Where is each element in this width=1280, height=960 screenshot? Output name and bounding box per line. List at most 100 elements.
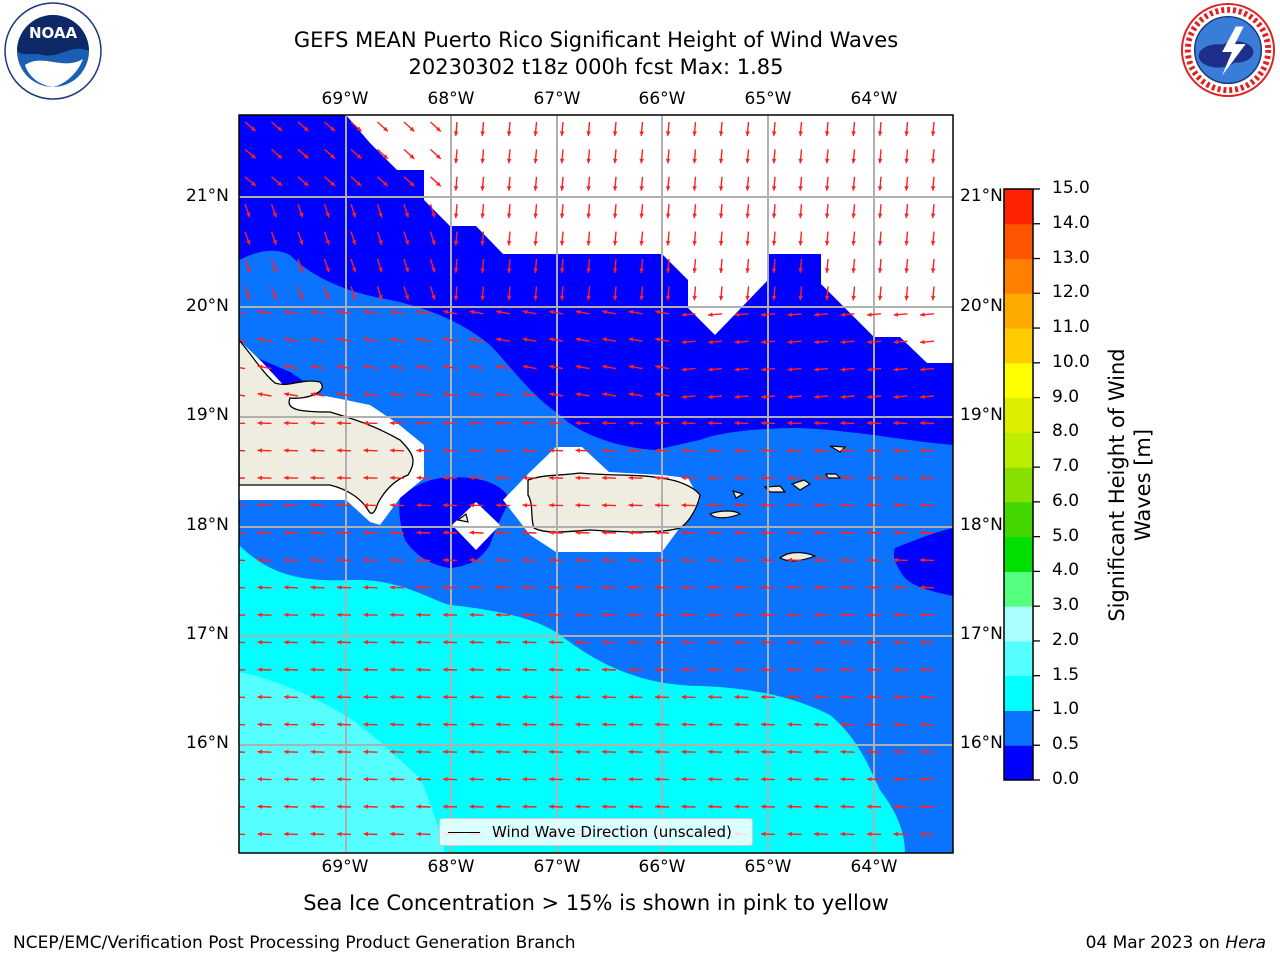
wind-arrow xyxy=(469,722,484,727)
lat-label-left-19n: 19°N xyxy=(186,405,229,425)
footer-host: Hera xyxy=(1225,933,1266,953)
wind-arrow xyxy=(893,585,908,590)
wind-arrow xyxy=(239,422,246,425)
footer-date-text: 04 Mar 2023 on xyxy=(1085,933,1226,953)
wind-arrow xyxy=(443,337,458,342)
wind-arrow xyxy=(336,448,352,453)
wind-arrow xyxy=(363,392,378,397)
wind-arrow xyxy=(244,148,257,159)
wind-arrow xyxy=(239,723,246,726)
wind-arrow xyxy=(654,804,670,809)
colorbar-tick-label: 15.0 xyxy=(1052,178,1090,198)
wind-arrow xyxy=(681,667,696,672)
wind-arrow xyxy=(707,585,723,590)
wind-arrow xyxy=(665,258,671,274)
wind-arrow xyxy=(495,530,511,535)
wind-arrow xyxy=(866,831,882,837)
colorbar-segment xyxy=(1004,293,1033,329)
wind-arrow xyxy=(601,502,617,508)
wind-arrow xyxy=(389,749,405,755)
wind-arrow xyxy=(336,749,352,755)
wind-arrow xyxy=(851,149,856,164)
wind-arrow xyxy=(904,231,909,246)
wind-arrow xyxy=(480,121,485,137)
wind-arrow xyxy=(787,530,802,535)
wind-arrow xyxy=(271,176,283,187)
wind-arrow xyxy=(310,530,325,535)
wind-arrow xyxy=(760,475,776,481)
wind-arrow xyxy=(930,121,936,137)
colorbar-tick-label: 14.0 xyxy=(1052,212,1090,233)
wind-arrow xyxy=(707,475,723,481)
wind-arrow xyxy=(601,448,617,453)
wind-arrow xyxy=(840,694,855,700)
wind-arrow xyxy=(639,121,644,137)
wind-arrow xyxy=(257,667,272,672)
wind-arrow xyxy=(283,831,299,837)
wind-arrow xyxy=(904,149,909,164)
lon-label-bottom-69w: 69°W xyxy=(321,857,369,877)
wind-arrow xyxy=(734,722,749,727)
wind-arrow xyxy=(813,722,829,727)
wind-arrow xyxy=(271,121,283,132)
wind-arrow xyxy=(760,339,776,345)
wind-arrow xyxy=(612,204,618,219)
wind-arrow xyxy=(336,804,352,809)
colorbar-segment xyxy=(1004,432,1033,468)
wind-arrow xyxy=(877,231,883,246)
wind-arrow xyxy=(350,258,357,273)
wind-arrow xyxy=(239,366,246,370)
wind-arrow xyxy=(350,121,362,132)
wind-arrow xyxy=(283,530,299,535)
wind-arrow xyxy=(813,394,829,400)
wind-arrow xyxy=(416,337,431,342)
wind-arrow xyxy=(840,394,855,400)
wind-arrow xyxy=(734,448,749,453)
wind-arrow xyxy=(239,751,246,753)
wind-arrow xyxy=(506,149,512,164)
wind-arrow xyxy=(840,312,855,317)
wind-arrow xyxy=(601,530,617,535)
wind-arrow xyxy=(893,831,908,837)
wind-arrow xyxy=(866,448,882,453)
wind-arrow xyxy=(919,694,935,700)
map-subtitle: 20230302 t18z 000h fcst Max: 1.85 xyxy=(408,55,784,79)
colorbar-segment xyxy=(1004,571,1033,607)
wind-arrow xyxy=(893,502,908,508)
wind-arrow xyxy=(363,639,378,645)
wind-arrow xyxy=(257,804,272,809)
wind-arrow xyxy=(813,667,829,672)
wind-arrow xyxy=(363,612,378,618)
wind-arrow xyxy=(893,530,908,535)
wind-arrow xyxy=(919,312,935,317)
wind-arrow xyxy=(866,312,882,317)
wind-arrow xyxy=(718,231,724,246)
wind-arrow xyxy=(336,722,352,727)
wind-arrow xyxy=(310,392,325,397)
sea-ice-note: Sea Ice Concentration > 15% is shown in … xyxy=(303,891,889,915)
lat-label-right-20n: 20°N xyxy=(960,296,1003,316)
wind-arrow xyxy=(760,612,776,618)
wind-arrow xyxy=(284,337,299,342)
wind-arrow xyxy=(654,530,670,535)
wind-arrow xyxy=(548,612,564,618)
wind-arrow xyxy=(840,475,855,481)
colorbar-segment xyxy=(1004,189,1033,225)
wind-arrow xyxy=(919,475,935,481)
wind-arrow xyxy=(239,586,246,589)
wind-arrow xyxy=(681,367,696,372)
wind-arrow xyxy=(718,121,724,137)
wind-arrow xyxy=(350,203,357,218)
wind-arrow xyxy=(522,448,537,453)
lat-label-left-18n: 18°N xyxy=(186,515,229,535)
wind-arrow xyxy=(639,258,644,274)
wind-arrow xyxy=(813,694,829,700)
wind-arrow xyxy=(575,585,590,590)
wind-arrow xyxy=(707,557,723,563)
wind-arrow xyxy=(416,776,431,782)
colorbar-frame xyxy=(1003,188,1034,781)
wind-arrow xyxy=(628,309,643,315)
wind-arrow xyxy=(363,585,378,590)
wind-arrow xyxy=(480,258,485,274)
